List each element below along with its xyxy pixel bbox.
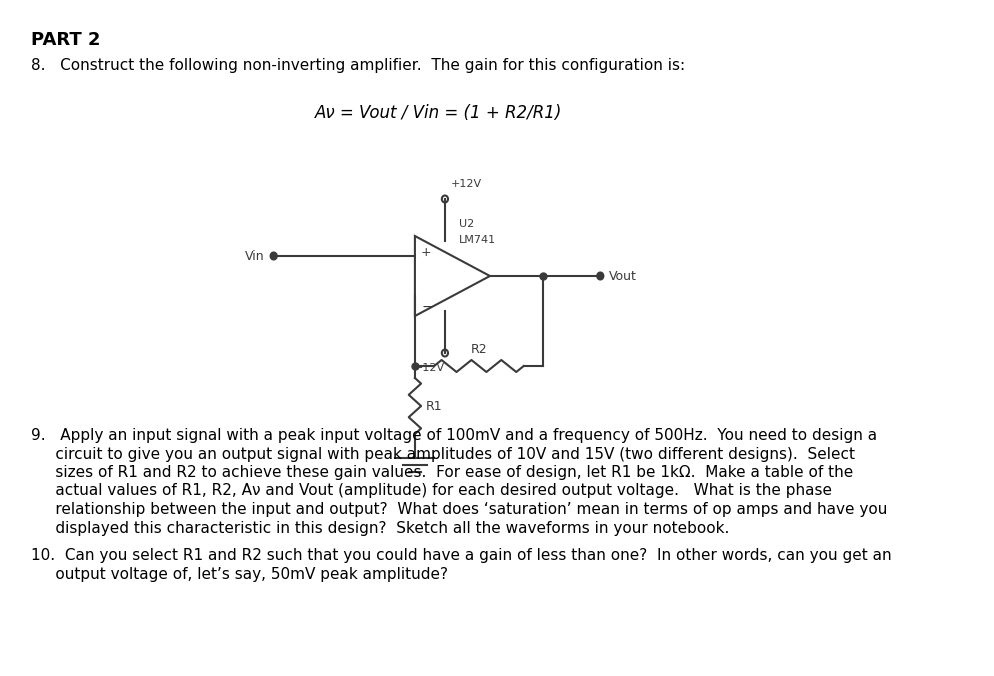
Text: Aν = Vout / Vin = (1 + R2/R1): Aν = Vout / Vin = (1 + R2/R1) xyxy=(315,104,562,122)
Text: displayed this characteristic in this design?  Sketch all the waveforms in your : displayed this characteristic in this de… xyxy=(31,521,729,535)
Text: Vin: Vin xyxy=(245,249,264,262)
Text: actual values of R1, R2, Aν and Vout (amplitude) for each desired output voltage: actual values of R1, R2, Aν and Vout (am… xyxy=(31,483,831,498)
Text: −12V: −12V xyxy=(414,363,444,373)
Text: +12V: +12V xyxy=(450,179,482,189)
Text: sizes of R1 and R2 to achieve these gain values.  For ease of design, let R1 be : sizes of R1 and R2 to achieve these gain… xyxy=(31,465,852,480)
Text: 10.  Can you select R1 and R2 such that you could have a gain of less than one? : 10. Can you select R1 and R2 such that y… xyxy=(31,548,891,563)
Text: PART 2: PART 2 xyxy=(31,31,100,49)
Circle shape xyxy=(270,253,276,260)
Text: circuit to give you an output signal with peak amplitudes of 10V and 15V (two di: circuit to give you an output signal wit… xyxy=(31,447,854,462)
Text: relationship between the input and output?  What does ‘saturation’ mean in terms: relationship between the input and outpu… xyxy=(31,502,887,517)
Text: +: + xyxy=(420,246,431,259)
Text: −: − xyxy=(420,300,432,314)
Text: LM741: LM741 xyxy=(458,235,496,245)
Text: 9.   Apply an input signal with a peak input voltage of 100mV and a frequency of: 9. Apply an input signal with a peak inp… xyxy=(31,428,876,443)
Text: U2: U2 xyxy=(458,219,474,229)
Text: Vout: Vout xyxy=(608,270,636,283)
Text: output voltage of, let’s say, 50mV peak amplitude?: output voltage of, let’s say, 50mV peak … xyxy=(31,566,447,581)
Text: R2: R2 xyxy=(470,343,487,356)
Text: R1: R1 xyxy=(425,400,441,412)
Text: 8.   Construct the following non-inverting amplifier.  The gain for this configu: 8. Construct the following non-inverting… xyxy=(31,58,684,73)
Circle shape xyxy=(596,272,602,279)
